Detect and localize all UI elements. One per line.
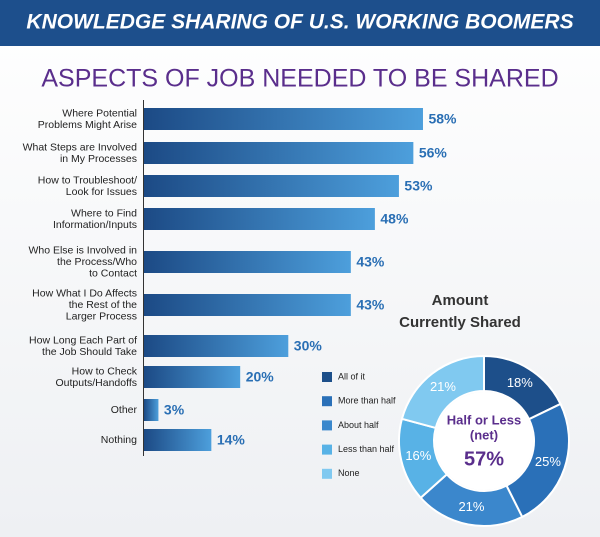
category-label: How to Check Outputs/Handoffs [55, 365, 137, 389]
segment-label: 21% [458, 499, 484, 514]
value-label: 3% [164, 402, 185, 418]
value-label: 48% [380, 211, 409, 227]
pie-segment [400, 354, 485, 430]
bar [144, 294, 351, 316]
legend-swatch [322, 420, 332, 431]
bar [144, 208, 375, 230]
value-label: 43% [356, 254, 385, 270]
value-label: 56% [419, 145, 448, 161]
category-label: How to Troubleshoot/Look for Issues [38, 174, 137, 198]
category-label: Where Potential Problems Might Arise [38, 107, 137, 131]
bar [144, 175, 399, 197]
center-text: (net) [470, 427, 498, 442]
value-label: 43% [356, 297, 385, 313]
pie-hole [435, 392, 533, 490]
category-label: What Steps are Involved in My Processes [23, 141, 138, 165]
bar [144, 429, 212, 451]
value-label: 53% [404, 178, 433, 194]
category-label: How What I Do Affects the Rest of the Larg… [32, 287, 137, 322]
category-label: Nothing [101, 434, 137, 446]
category-label: Where to Find Information/Inputs [53, 207, 137, 231]
category-label: Who Else is Involved in the Process/Who to… [28, 244, 137, 279]
center-text: Half or Less [447, 412, 521, 427]
center-value: 57% [464, 448, 504, 470]
bar [144, 251, 351, 273]
banner-title: KNOWLEDGE SHARING OF U.S. WORKING BOOMER… [26, 11, 573, 34]
legend-label: None [338, 468, 360, 478]
category-label: How Long Each Part of the Job Should Take [29, 334, 137, 358]
value-label: 30% [294, 338, 323, 354]
bar [144, 142, 414, 164]
legend-label: All of it [338, 371, 366, 381]
legend-swatch [322, 396, 332, 407]
bar [144, 335, 289, 357]
category-label: Other [111, 404, 138, 416]
legend-swatch [322, 468, 332, 479]
segment-label: 25% [535, 454, 561, 469]
bar [144, 399, 159, 421]
pie-title: Amount Currently Shared [399, 292, 521, 331]
segment-label: 18% [507, 375, 533, 390]
legend-label: More than half [338, 396, 396, 406]
legend-label: About half [338, 420, 379, 430]
bar [144, 108, 423, 130]
legend-swatch [322, 372, 332, 382]
segment-label: 21% [430, 379, 456, 394]
legend-label: Less than half [338, 444, 395, 454]
value-label: 58% [428, 111, 457, 127]
value-label: 14% [217, 432, 246, 448]
banner [0, 0, 600, 46]
value-label: 20% [246, 369, 275, 385]
bar [144, 366, 241, 388]
legend-swatch [322, 444, 332, 455]
segment-label: 16% [405, 448, 431, 463]
chart-title: ASPECTS OF JOB NEEDED TO BE SHARED [41, 65, 558, 93]
